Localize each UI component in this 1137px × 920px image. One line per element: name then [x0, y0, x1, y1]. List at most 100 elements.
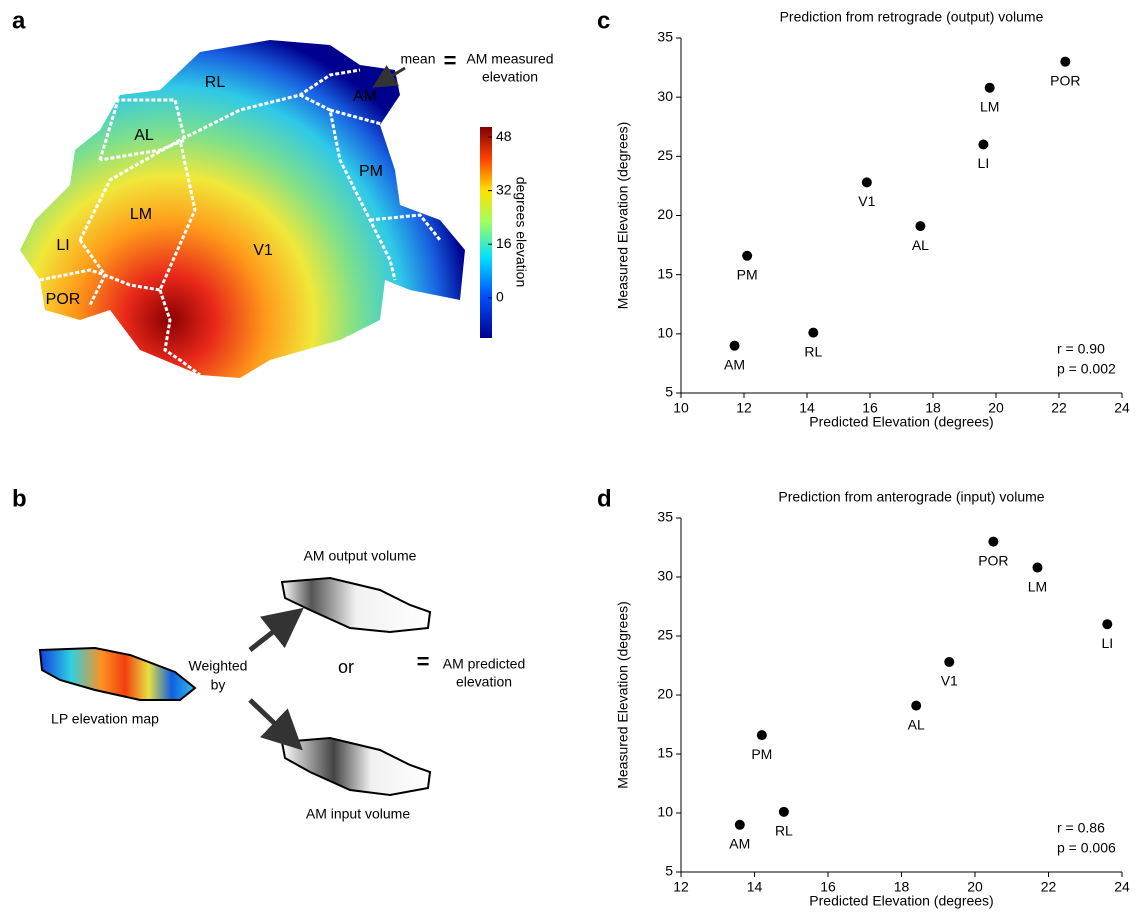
panel-label: b — [12, 485, 27, 512]
equals: = — [444, 48, 457, 73]
point-label: POR — [1050, 72, 1080, 88]
point — [1102, 619, 1113, 630]
point-label: AM — [729, 836, 750, 852]
point — [1060, 56, 1071, 67]
point — [984, 82, 995, 93]
x-tick-label: 18 — [925, 400, 941, 416]
x-tick-label: 18 — [894, 879, 910, 895]
y-tick-label: 20 — [657, 686, 673, 702]
chart-title: Prediction from retrograde (output) volu… — [780, 9, 1044, 25]
point — [861, 177, 872, 188]
area-label: V1 — [253, 242, 273, 259]
label: or — [338, 657, 354, 677]
area-label: AL — [134, 127, 154, 144]
point-label: PM — [737, 266, 758, 282]
y-tick-label: 15 — [657, 745, 673, 761]
y-tick-label: 30 — [657, 88, 673, 104]
point-label: LM — [1028, 578, 1047, 594]
lp-map — [38, 646, 197, 701]
x-tick-label: 24 — [1114, 879, 1130, 895]
arrow — [248, 607, 304, 652]
x-tick-label: 10 — [673, 400, 689, 416]
point-label: V1 — [858, 193, 875, 209]
point-label: AL — [912, 237, 929, 253]
x-tick-label: 20 — [967, 879, 983, 895]
annotation: p = 0.006 — [1057, 840, 1116, 856]
input-volume — [280, 736, 432, 797]
y-axis-label: Measured Elevation (degrees) — [615, 601, 631, 789]
note: elevation — [482, 69, 538, 85]
panel-label: c — [597, 7, 610, 34]
point — [988, 536, 999, 547]
point — [778, 806, 789, 817]
annotation: p = 0.002 — [1057, 361, 1116, 377]
annotation: r = 0.90 — [1057, 341, 1105, 357]
point — [734, 819, 745, 830]
y-tick-label: 35 — [657, 509, 673, 525]
colorbar-tick-label: 16 — [496, 235, 512, 251]
annotation: r = 0.86 — [1057, 820, 1105, 836]
point-label: AM — [724, 356, 745, 372]
x-tick-label: 20 — [988, 400, 1004, 416]
label: by — [211, 677, 226, 693]
output-volume — [280, 576, 432, 634]
point-label: LI — [1101, 635, 1113, 651]
y-tick-label: 20 — [657, 206, 673, 222]
arrow — [372, 64, 406, 88]
x-tick-label: 22 — [1041, 879, 1057, 895]
point — [742, 250, 753, 261]
point — [944, 656, 955, 667]
point-label: RL — [775, 823, 793, 839]
point — [911, 700, 922, 711]
area-label: LI — [56, 237, 69, 254]
area-label: LM — [130, 206, 152, 223]
x-tick-label: 14 — [799, 400, 815, 416]
point-label: RL — [804, 343, 822, 359]
point-label: LI — [978, 155, 990, 171]
x-tick-label: 16 — [862, 400, 878, 416]
label: elevation — [456, 674, 512, 690]
y-tick-label: 25 — [657, 147, 673, 163]
y-tick-label: 5 — [665, 863, 673, 879]
y-tick-label: 30 — [657, 568, 673, 584]
note: mean — [400, 51, 435, 67]
y-axis-label: Measured Elevation (degrees) — [615, 122, 631, 310]
point-label: AL — [908, 716, 925, 732]
x-tick-label: 12 — [736, 400, 752, 416]
label: AM input volume — [306, 806, 410, 822]
label: AM output volume — [304, 548, 417, 564]
area-label: RL — [205, 74, 226, 91]
label: AM predicted — [443, 656, 525, 672]
x-axis-label: Predicted Elevation (degrees) — [809, 893, 993, 909]
point — [756, 730, 767, 741]
point-label: LM — [980, 98, 999, 114]
x-axis-label: Predicted Elevation (degrees) — [809, 414, 993, 430]
y-tick-label: 15 — [657, 265, 673, 281]
point — [978, 139, 989, 150]
note: AM measured — [466, 51, 553, 67]
y-tick-label: 35 — [657, 29, 673, 45]
panel-label: d — [597, 485, 612, 512]
point-label: PM — [751, 746, 772, 762]
point — [729, 340, 740, 351]
area-label: PM — [359, 163, 383, 180]
arrow — [248, 698, 303, 751]
colorbar-tick-label: 0 — [496, 289, 504, 305]
chart-title: Prediction from anterograde (input) volu… — [778, 489, 1044, 505]
colorbar-tick-label: 32 — [496, 181, 512, 197]
label: LP elevation map — [51, 711, 159, 727]
area-map — [20, 40, 465, 378]
panel-label: a — [12, 7, 26, 34]
y-tick-label: 5 — [665, 384, 673, 400]
y-tick-label: 10 — [657, 804, 673, 820]
label: Weighted — [189, 658, 248, 674]
point-label: POR — [978, 552, 1008, 568]
point — [915, 221, 926, 232]
colorbar — [480, 127, 492, 338]
point — [808, 327, 819, 338]
point-label: V1 — [941, 673, 958, 689]
x-tick-label: 12 — [673, 879, 689, 895]
colorbar-tick-label: 48 — [496, 128, 512, 144]
x-tick-label: 24 — [1114, 400, 1130, 416]
